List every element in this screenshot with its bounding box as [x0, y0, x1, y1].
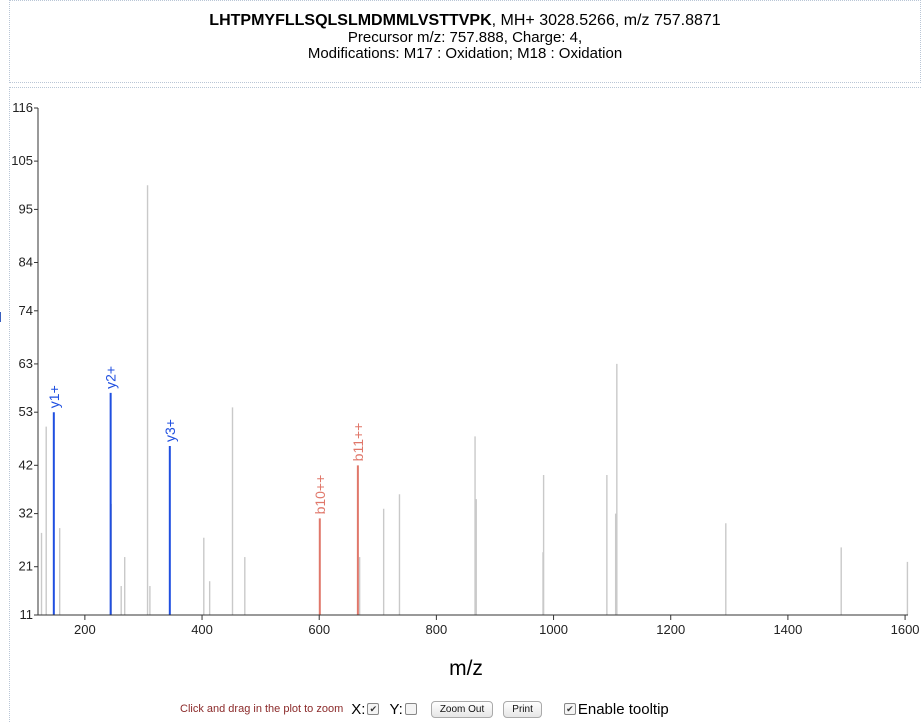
peak-label: y3+ [162, 419, 178, 442]
peptide-sequence: LHTPMYFLLSQLSLMDMMLVSTTVPK [209, 12, 492, 29]
tooltip-checkbox[interactable]: ✔ [563, 703, 576, 715]
y-tick-label: 84 [19, 255, 33, 270]
edge-marker [0, 312, 1, 322]
y-tick-label: 32 [19, 506, 33, 521]
mass-info: , MH+ 3028.5266, m/z 757.8871 [491, 12, 721, 29]
x-tick-label: 200 [74, 622, 96, 637]
y-tick-label: 95 [19, 201, 33, 216]
y-zoom-toggle[interactable]: Y: [389, 700, 417, 718]
x-axis-label: m/z [449, 657, 483, 680]
x-tick-label: 1000 [539, 622, 568, 637]
precursor-line: Precursor m/z: 757.888, Charge: 4, [347, 29, 583, 46]
y-zoom-label: Y: [389, 700, 403, 718]
x-zoom-toggle[interactable]: X: ✔ [351, 700, 380, 718]
x-tick-label: 800 [426, 622, 448, 637]
y-tick-label: 74 [19, 303, 33, 318]
print-button[interactable]: Print [503, 700, 542, 718]
zoom-hint: Click and drag in the plot to zoom [180, 703, 344, 715]
spectrum-header: LHTPMYFLLSQLSLMDMMLVSTTVPK, MH+ 3028.526… [9, 0, 921, 83]
x-tick-label: 1600 [891, 622, 920, 637]
axis-layer: 200 400 600 800 1000 1200 1400 1600 [37, 108, 920, 637]
peak-layer: y1+ y2+ y3+ b10++ b11++ [40, 185, 909, 615]
peak-label: b11++ [350, 423, 366, 462]
x-zoom-label: X: [351, 700, 366, 718]
plot-controls: Click and drag in the plot to zoom X: ✔ … [180, 698, 669, 720]
title-line: LHTPMYFLLSQLSLMDMMLVSTTVPK, MH+ 3028.526… [10, 12, 920, 30]
y-tick-label: 42 [19, 457, 33, 472]
y-tick-label: 21 [19, 559, 33, 574]
y-tick-label: 53 [19, 404, 33, 419]
x-tick-label: 600 [308, 622, 330, 637]
y-tick-label: 63 [19, 356, 33, 371]
y-tick-label: 116 [12, 100, 33, 115]
tooltip-toggle[interactable]: ✔ Enable tooltip [563, 700, 669, 718]
y-tick-label: 105 [11, 153, 33, 168]
x-tick-label: 1400 [773, 622, 802, 637]
peak-label: y2+ [103, 366, 119, 389]
y-zoom-checkbox[interactable] [404, 703, 417, 715]
tooltip-label: Enable tooltip [577, 700, 669, 718]
y-tick-layer: 11 21 32 42 53 63 74 84 95 105 116 [11, 100, 38, 622]
peak-label: b10++ [312, 475, 328, 515]
y-tick-label: 11 [20, 607, 34, 622]
peak-label: y1+ [46, 385, 62, 408]
plot-area[interactable]: 11 21 32 42 53 63 74 84 95 105 116 y1+ y2+ y3+ b10++ b… [9, 87, 921, 722]
x-tick-label: 400 [191, 622, 213, 637]
modifications-line: Modifications: M17 : Oxidation; M18 : Ox… [307, 45, 623, 62]
x-tick-label: 1200 [656, 622, 685, 637]
x-zoom-checkbox[interactable]: ✔ [367, 703, 380, 715]
spectrum-chart[interactable]: 11 21 32 42 53 63 74 84 95 105 116 y1+ y2+ y3+ b10++ b… [10, 88, 922, 688]
zoom-out-button[interactable]: Zoom Out [430, 700, 494, 718]
